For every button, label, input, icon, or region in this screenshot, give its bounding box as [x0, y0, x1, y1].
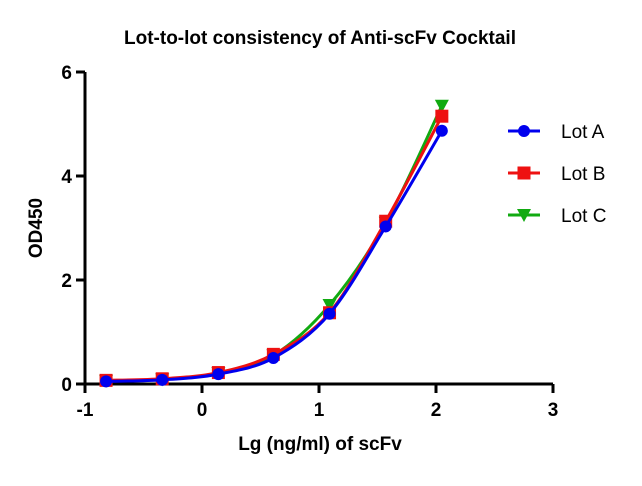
series-lot-a: [100, 124, 448, 388]
x-tick-label: 2: [431, 400, 442, 421]
data-point: [267, 352, 280, 364]
data-point: [379, 220, 392, 233]
data-point: [212, 368, 225, 381]
data-point: [434, 99, 449, 113]
x-tick-label: 1: [314, 400, 325, 421]
series-lot-b: [99, 109, 449, 387]
x-tick-label: 3: [548, 400, 559, 421]
y-tick-label: 0: [61, 375, 72, 396]
data-point: [156, 373, 169, 386]
legend-item: Lot A: [508, 122, 605, 143]
y-tick-label: 2: [61, 271, 72, 292]
data-point: [322, 298, 337, 312]
legend-marker: [517, 209, 531, 222]
data-point: [435, 124, 448, 137]
x-tick-label: 0: [197, 400, 208, 421]
legend-label: Lot A: [561, 122, 605, 143]
data-point: [435, 109, 449, 123]
chart-title: Lot-to-lot consistency of Anti-scFv Cock…: [124, 28, 516, 49]
data-point: [100, 375, 113, 388]
legend-label: Lot B: [561, 164, 605, 185]
y-tick-label: 4: [61, 167, 72, 188]
legend-marker: [517, 166, 531, 180]
legend-label: Lot C: [561, 206, 606, 227]
series-lot-c: [99, 99, 449, 388]
y-tick-label: 6: [61, 63, 72, 84]
x-tick-label: -1: [77, 400, 94, 421]
series-line: [106, 115, 444, 382]
series-line: [106, 105, 444, 383]
data-point: [323, 307, 336, 320]
legend-item: Lot C: [508, 206, 606, 227]
legend-item: Lot B: [508, 164, 605, 185]
y-axis-label: OD450: [26, 198, 47, 258]
series-line: [106, 130, 444, 383]
x-axis-label: Lg (ng/ml) of scFv: [238, 434, 402, 455]
legend-marker: [518, 125, 530, 137]
